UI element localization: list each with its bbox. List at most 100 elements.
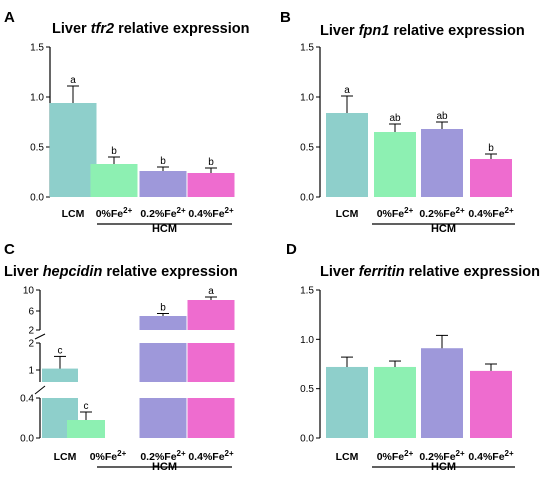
bar-segment <box>187 300 235 330</box>
category-label-sup: 2+ <box>505 206 514 215</box>
panel-title-part-2: relative expression <box>405 264 540 280</box>
category-label: 0.2%Fe2+ <box>140 449 186 463</box>
category-label-sup: 2+ <box>404 449 413 458</box>
panel-title-part-1: hepcidin <box>43 264 103 280</box>
y-tick-label: 0.5 <box>30 143 44 154</box>
bar-segment <box>42 368 78 382</box>
panel-label: B <box>280 9 291 26</box>
category-label-base: 0%Fe <box>96 208 124 220</box>
significance-label: ab <box>389 113 401 124</box>
category-label-base: 0.4%Fe <box>468 451 504 463</box>
y-tick-label: 1.0 <box>30 93 44 104</box>
category-label-sup: 2+ <box>177 449 186 458</box>
y-tick-label: 10 <box>23 286 35 297</box>
category-label: LCM <box>336 451 359 463</box>
y-tick-label: 1 <box>28 366 34 377</box>
significance-label: a <box>70 75 76 86</box>
category-label: 0%Fe2+ <box>96 206 133 220</box>
category-label-sup: 2+ <box>456 449 465 458</box>
bar-segment <box>187 398 235 438</box>
category-label-sup: 2+ <box>505 449 514 458</box>
panel-title: Liver ferritin relative expression <box>320 264 540 280</box>
y-tick-label: 0.5 <box>300 384 314 395</box>
y-tick-label: 0.0 <box>30 193 44 204</box>
category-label: 0.2%Fe2+ <box>419 206 465 220</box>
significance-label: b <box>111 146 117 157</box>
bar <box>470 370 512 438</box>
y-tick-label: 1.5 <box>300 43 314 54</box>
y-tick-label: 0.4 <box>20 394 34 405</box>
bar <box>187 173 235 197</box>
category-label-sup: 2+ <box>404 206 413 215</box>
significance-label: ab <box>436 111 448 122</box>
bar <box>374 132 416 197</box>
bar-segment <box>139 398 187 438</box>
y-tick-label: 0.0 <box>300 434 314 445</box>
category-label-base: 0.2%Fe <box>419 208 455 220</box>
category-label: LCM <box>336 208 359 220</box>
y-tick-label: 1.0 <box>300 335 314 346</box>
panel-title-part-0: Liver <box>52 21 91 37</box>
category-label: 0.4%Fe2+ <box>468 206 514 220</box>
bar <box>139 171 187 197</box>
y-tick-label: 1.5 <box>300 286 314 297</box>
significance-label: b <box>208 157 214 168</box>
panel-title-part-0: Liver <box>320 264 359 280</box>
category-label-sup: 2+ <box>177 206 186 215</box>
y-tick-label: 2 <box>28 339 34 350</box>
category-label: 0.2%Fe2+ <box>419 449 465 463</box>
panel-label: C <box>4 241 15 258</box>
y-tick-label: 1.5 <box>30 43 44 54</box>
category-label-sup: 2+ <box>456 206 465 215</box>
bar-segment <box>187 343 235 382</box>
panel-title: Liver hepcidin relative expression <box>4 264 238 280</box>
y-tick-label: 0.0 <box>20 434 34 445</box>
y-tick-label: 0.0 <box>300 193 314 204</box>
axis-break-mark <box>34 333 46 340</box>
panel-title: Liver fpn1 relative expression <box>320 23 525 39</box>
category-label: LCM <box>54 451 77 463</box>
bar <box>326 113 368 197</box>
bar <box>421 129 463 197</box>
significance-label: b <box>160 303 166 314</box>
category-label: 0.2%Fe2+ <box>140 206 186 220</box>
significance-label: a <box>208 286 214 297</box>
category-label-base: 0.2%Fe <box>140 208 176 220</box>
category-label: 0.4%Fe2+ <box>188 449 234 463</box>
category-label-sup: 2+ <box>225 449 234 458</box>
significance-label: c <box>84 401 89 412</box>
panel-c: C Liver hepcidin relative expression 0.0 0.… <box>4 241 238 473</box>
panel-title-part-2: relative expression <box>389 23 524 39</box>
bar-segment <box>139 316 187 330</box>
y-tick-label: 6 <box>28 307 34 318</box>
y-tick-label: 2 <box>28 326 34 337</box>
axis-break-mark <box>34 385 46 395</box>
category-label: 0%Fe2+ <box>90 449 127 463</box>
group-label: HCM <box>152 223 177 235</box>
bar-segment <box>67 420 105 438</box>
category-label: 0%Fe2+ <box>377 206 414 220</box>
group-label: HCM <box>431 461 456 473</box>
bar-segment <box>139 343 187 382</box>
category-label: 0.4%Fe2+ <box>468 449 514 463</box>
significance-label: c <box>58 345 63 356</box>
bar <box>90 164 138 197</box>
category-label-base: 0.4%Fe <box>188 451 224 463</box>
panel-title-part-0: Liver <box>320 23 359 39</box>
bar <box>326 366 368 438</box>
panel-title-part-2: relative expression <box>114 21 249 37</box>
significance-label: a <box>344 85 350 96</box>
y-tick-label: 1.0 <box>300 93 314 104</box>
significance-label: b <box>488 143 494 154</box>
panel-d: D Liver ferritin relative expression 0.0 0.… <box>286 241 540 473</box>
panel-label: D <box>286 241 297 258</box>
category-label: 0.4%Fe2+ <box>188 206 234 220</box>
category-label-base: 0%Fe <box>90 451 118 463</box>
panel-a: A Liver tfr2 relative expression 0.0 0.5 1.0… <box>4 9 249 235</box>
panel-b: B Liver fpn1 relative expression 0.0 0.5 1.0… <box>280 9 525 235</box>
bar <box>374 366 416 438</box>
panel-title-part-1: tfr2 <box>91 21 114 37</box>
panel-title-part-1: fpn1 <box>359 23 390 39</box>
bar <box>421 348 463 438</box>
